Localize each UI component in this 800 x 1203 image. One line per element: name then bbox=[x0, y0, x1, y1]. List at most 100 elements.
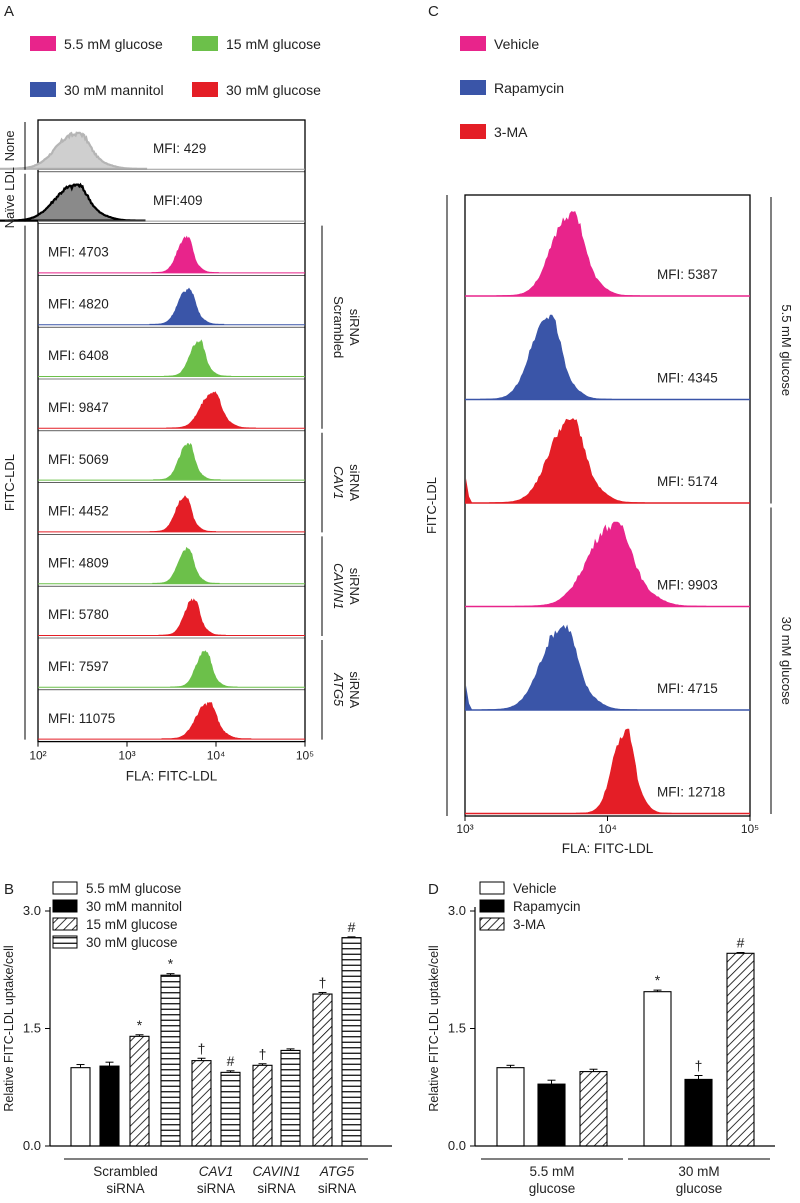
significance-mark: * bbox=[655, 972, 661, 988]
y-axis-label: FITC-LDL bbox=[424, 477, 439, 534]
histogram-curve bbox=[575, 728, 672, 814]
y-tick-label: 0.0 bbox=[448, 1138, 466, 1153]
legend-label: 5.5 mM glucose bbox=[86, 881, 181, 896]
histogram-curve bbox=[0, 131, 148, 170]
significance-mark: † bbox=[198, 1040, 206, 1056]
significance-mark: # bbox=[227, 1053, 235, 1069]
significance-mark: * bbox=[168, 956, 174, 972]
histogram-edge-spike bbox=[465, 478, 472, 503]
mfi-label: MFI: 4703 bbox=[48, 245, 109, 260]
legend-swatch bbox=[479, 881, 505, 895]
bar bbox=[160, 974, 181, 1147]
group-label: CAV1 bbox=[199, 1164, 234, 1179]
legend-swatch bbox=[460, 124, 486, 139]
bar bbox=[312, 993, 333, 1147]
group-label: CAV1 bbox=[331, 466, 346, 499]
significance-mark: * bbox=[137, 1017, 143, 1033]
x-tick-label: 10² bbox=[29, 749, 46, 763]
bar bbox=[191, 1060, 212, 1147]
mfi-label: MFI: 429 bbox=[153, 141, 206, 156]
legend-swatch bbox=[479, 899, 505, 913]
legend-label: 30 mM glucose bbox=[86, 935, 178, 950]
mfi-label: MFI: 11075 bbox=[48, 711, 115, 726]
group-label: siRNA bbox=[106, 1181, 144, 1196]
legend-label: 30 mM glucose bbox=[226, 82, 321, 98]
mfi-label: MFI: 5174 bbox=[657, 474, 718, 489]
legend-label: 5.5 mM glucose bbox=[64, 36, 163, 52]
significance-mark: † bbox=[319, 974, 327, 990]
group-label: Naïve LDL bbox=[2, 167, 17, 228]
bar bbox=[537, 1083, 566, 1147]
bar bbox=[726, 952, 755, 1147]
legend-swatch bbox=[479, 917, 505, 931]
bar-chart-panel-d: Vehicle Rapamycin 3-MA 0.0 1.5 3.0 Relative FI… bbox=[427, 881, 775, 1196]
x-tick-label: 10³ bbox=[456, 822, 473, 836]
legend-label: 30 mM mannitol bbox=[64, 82, 164, 98]
legend-swatch bbox=[52, 917, 78, 931]
mfi-label: MFI: 5069 bbox=[48, 452, 109, 467]
group-label: siRNA bbox=[347, 568, 362, 605]
histogram-curve bbox=[481, 624, 638, 710]
legend-label: Vehicle bbox=[513, 881, 557, 896]
bar bbox=[220, 1071, 241, 1147]
panel-letter-c: C bbox=[428, 3, 439, 20]
group-label: Scrambled bbox=[331, 296, 346, 358]
mfi-label: MFI: 4715 bbox=[657, 681, 718, 696]
legend-swatch bbox=[30, 82, 56, 97]
group-label: 30 mM bbox=[678, 1164, 719, 1179]
bar bbox=[579, 1071, 608, 1147]
legend-label: Rapamycin bbox=[513, 899, 581, 914]
legend-swatch bbox=[30, 36, 56, 51]
group-label: siRNA bbox=[318, 1181, 356, 1196]
group-label: siRNA bbox=[347, 671, 362, 708]
legend-label: 30 mM mannitol bbox=[86, 899, 182, 914]
legend-label: Rapamycin bbox=[494, 80, 564, 96]
mfi-label: MFI: 5780 bbox=[48, 607, 109, 622]
group-label: glucose bbox=[676, 1181, 723, 1196]
histogram-curve bbox=[480, 314, 612, 400]
bar bbox=[496, 1067, 525, 1147]
legend-label: 15 mM glucose bbox=[86, 917, 178, 932]
y-tick-label: 1.5 bbox=[448, 1021, 466, 1036]
histogram-curve bbox=[153, 443, 221, 480]
histogram-curve bbox=[152, 546, 220, 584]
group-label: CAVIN1 bbox=[252, 1164, 300, 1179]
y-tick-label: 3.0 bbox=[23, 903, 41, 918]
y-tick-label: 1.5 bbox=[23, 1021, 41, 1036]
histogram-panel-c: Vehicle Rapamycin 3-MA MFI: 5387 MFI: 4345 MF… bbox=[424, 36, 794, 856]
group-label: CAVIN1 bbox=[331, 563, 346, 609]
y-axis-label: Relative FITC-LDL uptake/cell bbox=[2, 945, 16, 1111]
panel-letter-b: B bbox=[4, 881, 14, 898]
bar bbox=[643, 991, 672, 1147]
histogram-curve bbox=[514, 521, 707, 607]
histogram-curve bbox=[170, 650, 238, 688]
plot-frame bbox=[464, 194, 751, 817]
bar-chart-panel-b: 5.5 mM glucose 30 mM mannitol 15 mM glucos… bbox=[2, 881, 392, 1196]
bar bbox=[99, 1065, 120, 1147]
bar bbox=[684, 1078, 713, 1147]
group-label: Scrambled bbox=[93, 1164, 158, 1179]
significance-mark: # bbox=[737, 935, 745, 951]
x-tick-label: 10⁵ bbox=[741, 822, 759, 836]
legend-label: Vehicle bbox=[494, 36, 539, 52]
histogram-curve bbox=[0, 182, 146, 222]
y-tick-label: 3.0 bbox=[448, 903, 466, 918]
group-label: siRNA bbox=[257, 1181, 295, 1196]
y-axis-label: FITC-LDL bbox=[2, 454, 17, 511]
legend-swatch bbox=[52, 935, 78, 949]
mfi-label: MFI: 6408 bbox=[48, 348, 109, 363]
group-label: 30 mM glucose bbox=[779, 617, 794, 705]
significance-mark: # bbox=[348, 919, 356, 935]
x-tick-label: 10⁴ bbox=[598, 822, 617, 836]
group-label: siRNA bbox=[347, 464, 362, 501]
group-label: 5.5 mM bbox=[529, 1164, 574, 1179]
legend-label: 3-MA bbox=[494, 124, 528, 140]
histogram-curve bbox=[161, 702, 252, 739]
x-tick-label: 10⁴ bbox=[207, 749, 226, 763]
mfi-label: MFI: 9847 bbox=[48, 400, 109, 415]
legend-swatch bbox=[52, 881, 78, 895]
bar bbox=[70, 1067, 91, 1147]
group-label: siRNA bbox=[197, 1181, 235, 1196]
panel-letter-a: A bbox=[4, 3, 14, 20]
